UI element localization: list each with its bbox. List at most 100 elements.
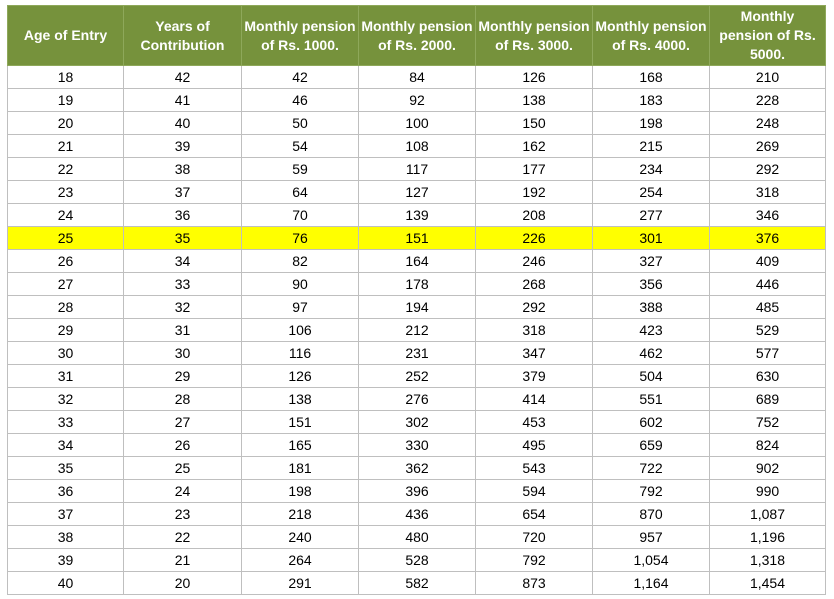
table-row: 34 26 165 330 495 659 824 — [7, 433, 826, 457]
cell-pension-4000: 957 — [592, 525, 710, 549]
table-row: 23 37 64 127 192 254 318 — [7, 180, 826, 204]
cell-pension-1000: 64 — [241, 180, 359, 204]
cell-pension-1000: 116 — [241, 341, 359, 365]
cell-pension-4000: 792 — [592, 479, 710, 503]
header-row: Age of Entry Years of Contribution Month… — [7, 5, 826, 66]
cell-pension-2000: 139 — [358, 203, 476, 227]
cell-years-of-contribution: 38 — [123, 157, 242, 181]
pension-table: Age of Entry Years of Contribution Month… — [7, 5, 826, 595]
cell-pension-2000: 480 — [358, 525, 476, 549]
cell-age-of-entry: 19 — [7, 88, 124, 112]
cell-pension-5000: 752 — [709, 410, 826, 434]
cell-age-of-entry: 21 — [7, 134, 124, 158]
cell-years-of-contribution: 42 — [123, 65, 242, 89]
table-row: 39 21 264 528 792 1,054 1,318 — [7, 548, 826, 572]
cell-pension-1000: 218 — [241, 502, 359, 526]
cell-pension-4000: 1,054 — [592, 548, 710, 572]
cell-pension-2000: 396 — [358, 479, 476, 503]
cell-pension-2000: 436 — [358, 502, 476, 526]
cell-pension-2000: 178 — [358, 272, 476, 296]
cell-pension-4000: 551 — [592, 387, 710, 411]
cell-pension-5000: 1,196 — [709, 525, 826, 549]
cell-pension-5000: 990 — [709, 479, 826, 503]
cell-age-of-entry: 23 — [7, 180, 124, 204]
table-row: 33 27 151 302 453 602 752 — [7, 410, 826, 434]
cell-pension-3000: 138 — [475, 88, 593, 112]
cell-pension-3000: 192 — [475, 180, 593, 204]
cell-years-of-contribution: 25 — [123, 456, 242, 480]
cell-pension-2000: 528 — [358, 548, 476, 572]
table-row: 21 39 54 108 162 215 269 — [7, 134, 826, 158]
cell-pension-5000: 577 — [709, 341, 826, 365]
cell-age-of-entry: 32 — [7, 387, 124, 411]
table-row: 38 22 240 480 720 957 1,196 — [7, 525, 826, 549]
cell-pension-2000: 108 — [358, 134, 476, 158]
cell-pension-4000: 327 — [592, 249, 710, 273]
cell-pension-5000: 228 — [709, 88, 826, 112]
cell-pension-2000: 151 — [358, 226, 476, 250]
cell-pension-3000: 292 — [475, 295, 593, 319]
header-age-of-entry: Age of Entry — [7, 5, 124, 66]
cell-pension-3000: 594 — [475, 479, 593, 503]
table-row: 32 28 138 276 414 551 689 — [7, 387, 826, 411]
cell-age-of-entry: 27 — [7, 272, 124, 296]
cell-pension-1000: 82 — [241, 249, 359, 273]
cell-years-of-contribution: 39 — [123, 134, 242, 158]
cell-pension-5000: 318 — [709, 180, 826, 204]
table-row: 29 31 106 212 318 423 529 — [7, 318, 826, 342]
cell-pension-3000: 414 — [475, 387, 593, 411]
table-row: 24 36 70 139 208 277 346 — [7, 203, 826, 227]
cell-pension-5000: 210 — [709, 65, 826, 89]
cell-pension-1000: 291 — [241, 571, 359, 595]
cell-pension-3000: 495 — [475, 433, 593, 457]
cell-pension-2000: 117 — [358, 157, 476, 181]
cell-pension-1000: 42 — [241, 65, 359, 89]
cell-pension-4000: 1,164 — [592, 571, 710, 595]
cell-years-of-contribution: 33 — [123, 272, 242, 296]
cell-pension-2000: 100 — [358, 111, 476, 135]
cell-pension-4000: 301 — [592, 226, 710, 250]
cell-age-of-entry: 29 — [7, 318, 124, 342]
cell-pension-1000: 70 — [241, 203, 359, 227]
cell-pension-1000: 138 — [241, 387, 359, 411]
cell-pension-5000: 409 — [709, 249, 826, 273]
cell-pension-2000: 84 — [358, 65, 476, 89]
cell-pension-3000: 792 — [475, 548, 593, 572]
cell-pension-3000: 126 — [475, 65, 593, 89]
cell-years-of-contribution: 37 — [123, 180, 242, 204]
cell-pension-4000: 504 — [592, 364, 710, 388]
header-pension-3000: Monthly pension of Rs. 3000. — [475, 5, 593, 66]
cell-pension-1000: 76 — [241, 226, 359, 250]
cell-pension-3000: 318 — [475, 318, 593, 342]
cell-pension-5000: 689 — [709, 387, 826, 411]
cell-pension-3000: 177 — [475, 157, 593, 181]
cell-pension-5000: 1,318 — [709, 548, 826, 572]
cell-pension-2000: 330 — [358, 433, 476, 457]
table-row: 36 24 198 396 594 792 990 — [7, 479, 826, 503]
header-pension-5000: Monthly pension of Rs. 5000. — [709, 5, 826, 66]
cell-pension-1000: 126 — [241, 364, 359, 388]
cell-pension-1000: 46 — [241, 88, 359, 112]
cell-pension-4000: 198 — [592, 111, 710, 135]
cell-years-of-contribution: 36 — [123, 203, 242, 227]
cell-pension-1000: 106 — [241, 318, 359, 342]
header-pension-1000: Monthly pension of Rs. 1000. — [241, 5, 359, 66]
table-row: 40 20 291 582 873 1,164 1,454 — [7, 571, 826, 595]
cell-pension-4000: 234 — [592, 157, 710, 181]
cell-pension-3000: 654 — [475, 502, 593, 526]
cell-pension-3000: 543 — [475, 456, 593, 480]
cell-pension-2000: 302 — [358, 410, 476, 434]
table-row: 27 33 90 178 268 356 446 — [7, 272, 826, 296]
cell-pension-3000: 246 — [475, 249, 593, 273]
cell-age-of-entry: 36 — [7, 479, 124, 503]
cell-age-of-entry: 40 — [7, 571, 124, 595]
cell-pension-3000: 347 — [475, 341, 593, 365]
cell-pension-1000: 90 — [241, 272, 359, 296]
cell-pension-5000: 630 — [709, 364, 826, 388]
cell-years-of-contribution: 26 — [123, 433, 242, 457]
cell-years-of-contribution: 35 — [123, 226, 242, 250]
cell-years-of-contribution: 31 — [123, 318, 242, 342]
cell-pension-4000: 602 — [592, 410, 710, 434]
cell-age-of-entry: 28 — [7, 295, 124, 319]
cell-years-of-contribution: 28 — [123, 387, 242, 411]
